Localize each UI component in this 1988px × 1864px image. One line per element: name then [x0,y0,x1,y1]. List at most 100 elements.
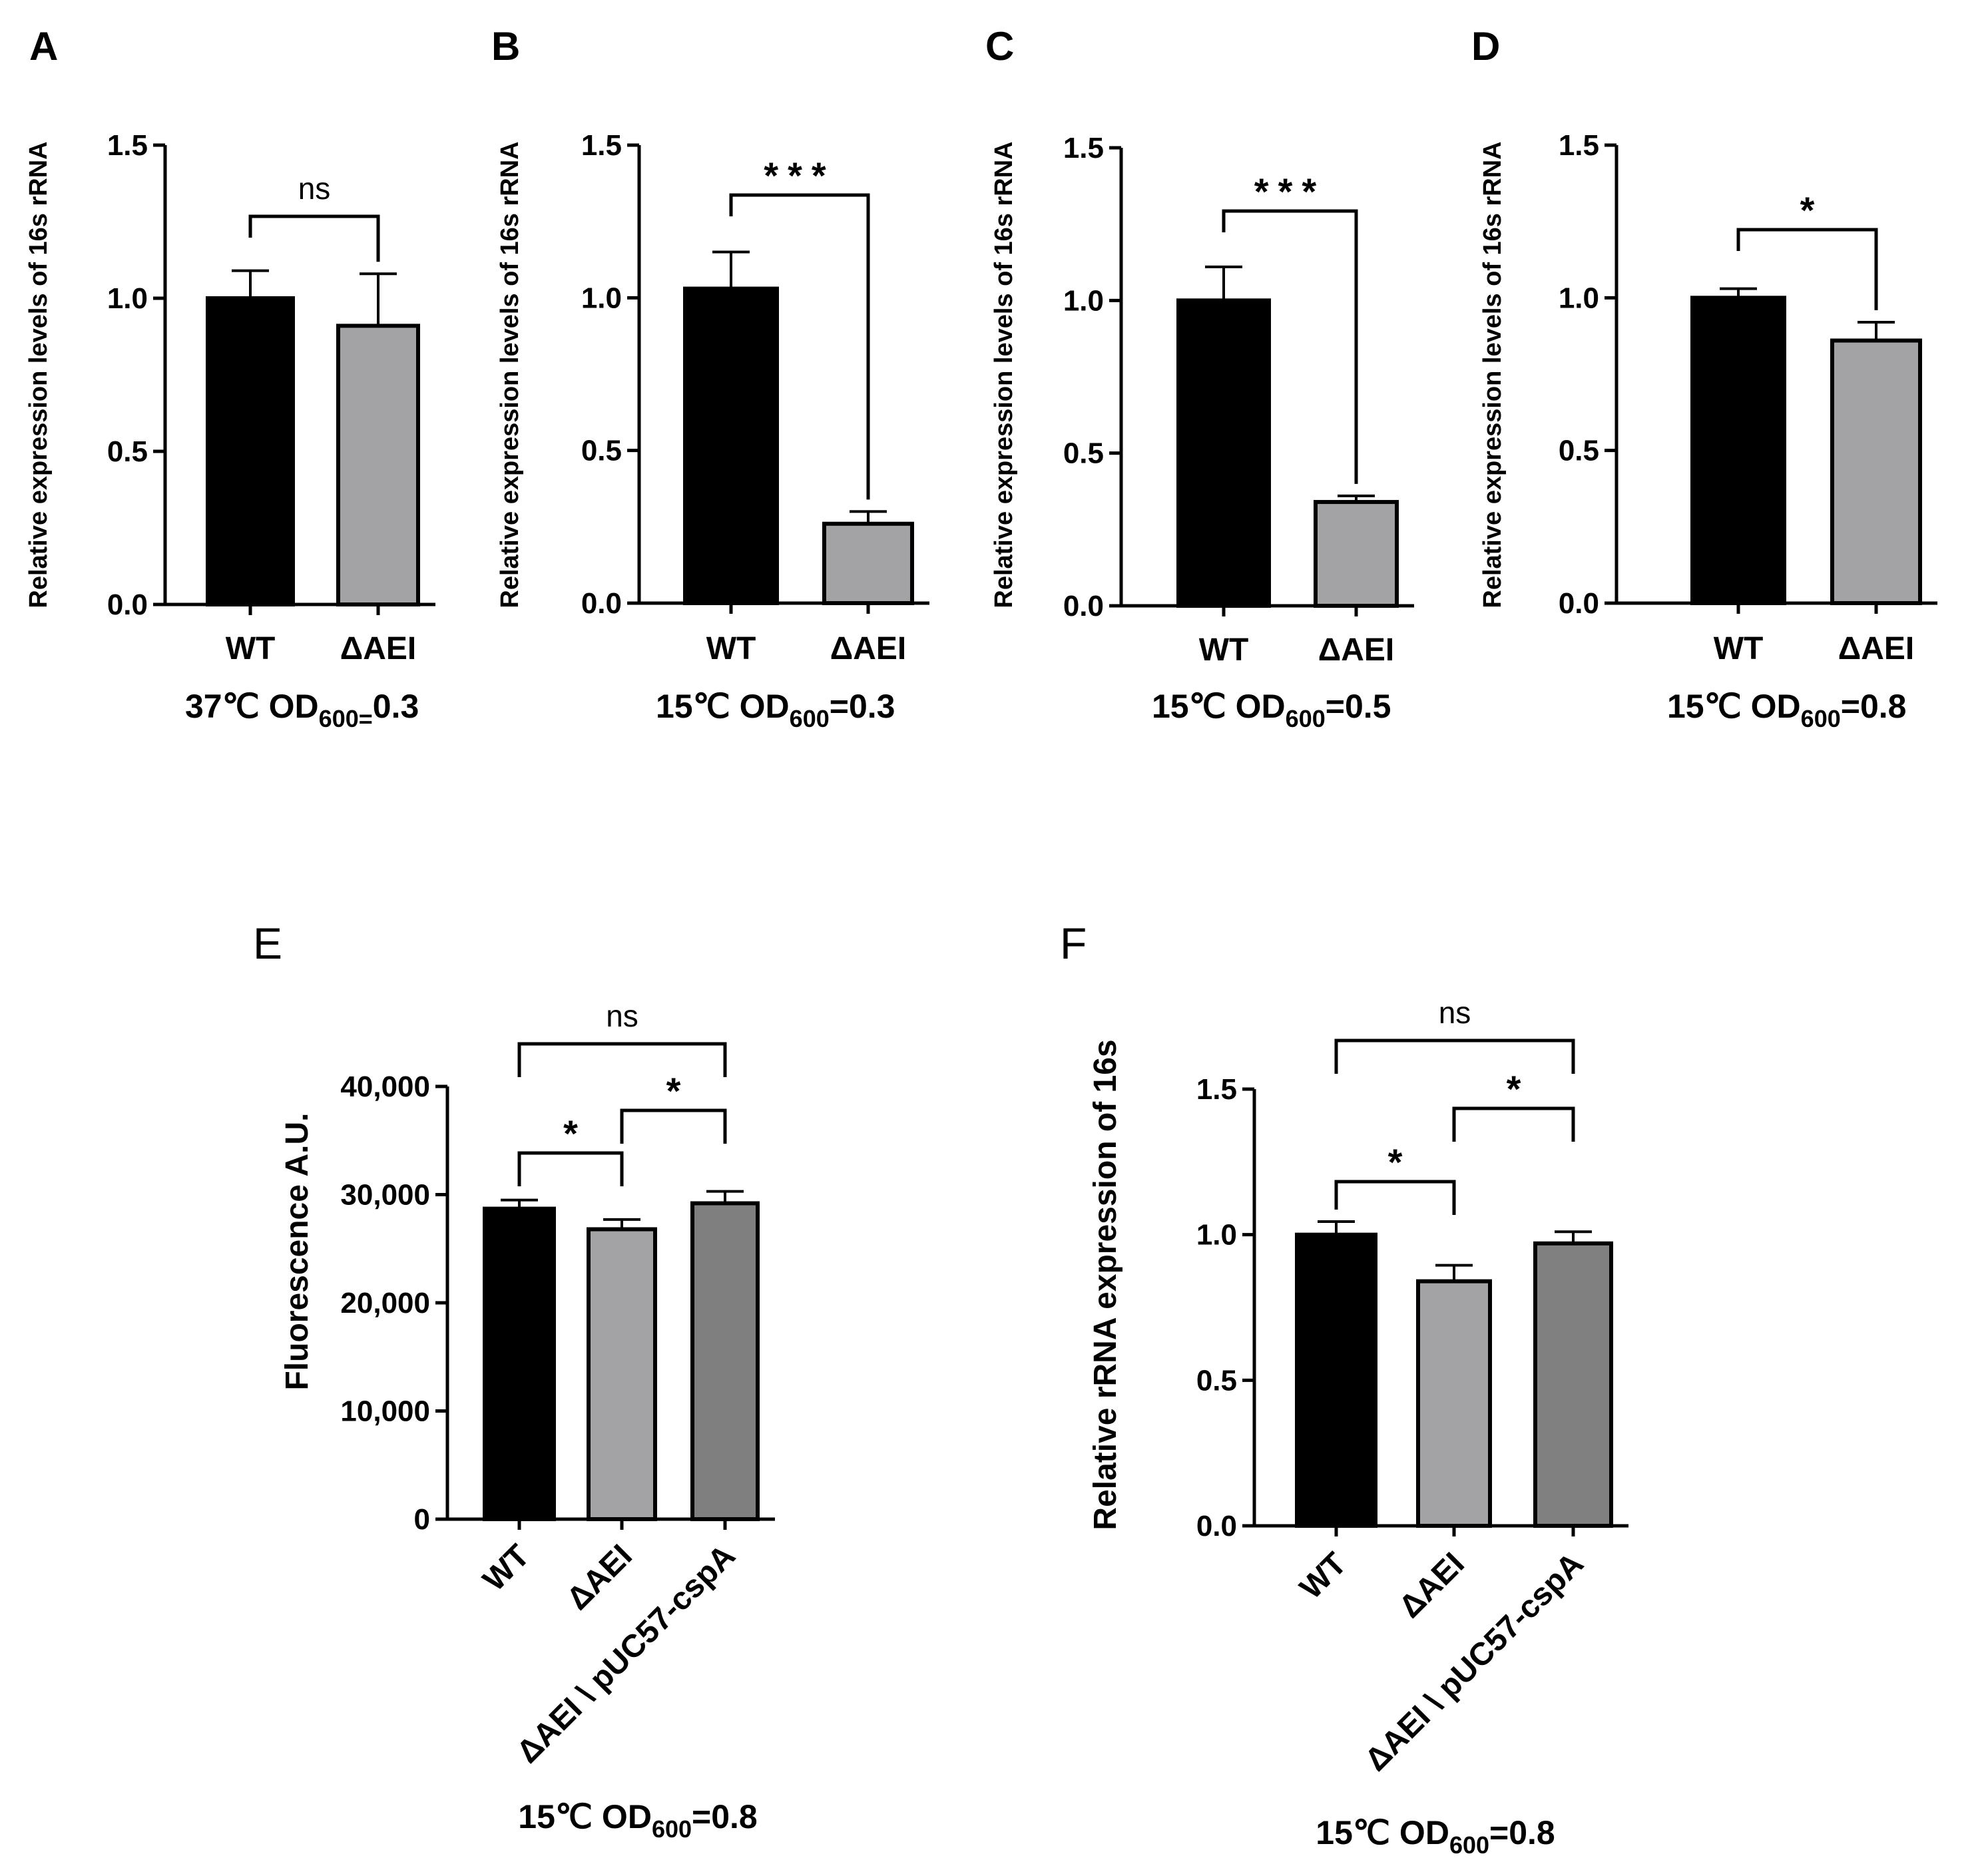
x-tick-label: WT [1714,631,1764,666]
y-axis-label: Fluorescence A.U. [280,1112,315,1390]
bar--aei-puc57-cspa [1533,1241,1613,1528]
y-tick-label: 0.5 [107,435,148,468]
significance-label: * [1388,1141,1403,1183]
x-tick-label: WT [1294,1546,1354,1606]
significance-label: ns [298,171,331,206]
significance-bracket [729,193,870,500]
condition-post: =0.3 [830,688,895,725]
significance-bracket [620,1108,727,1144]
bar--aei [1314,500,1399,608]
condition-label: 15℃ OD600=0.3 [656,688,895,732]
x-tick-label: ΔAEI [340,631,417,666]
condition-post: =0.8 [692,1798,758,1835]
significance-bracket [517,1042,727,1077]
y-tick-label: 1.5 [1559,129,1599,162]
significance-label: *** [764,154,835,196]
panel-e: E 0 10,000 20,000 30,000 40,000 Fluorescence A… [253,919,775,1843]
y-tick-label: 0.5 [1063,437,1104,470]
y-tick-label: 1.0 [107,282,148,315]
y-tick-label: 1.0 [1196,1219,1237,1252]
y-tick-label: 0.0 [581,587,622,620]
condition-sub: 600 [652,1815,692,1843]
panel-d: D 0.0 0.5 1.0 1.5 Relative expression levels … [1471,24,1937,732]
y-tick-label: 0 [414,1503,430,1536]
significance-bracket [248,214,380,262]
condition-sub: 600 [1286,705,1326,732]
condition-pre: 15℃ OD [1316,1814,1449,1851]
significance-label: * [563,1112,578,1154]
y-tick-label: 1.5 [1196,1073,1237,1106]
panel-letter: D [1471,24,1500,69]
y-tick-label: 1.5 [1063,132,1104,164]
panel-f: F 0.0 0.5 1.0 1.5 Relative rRNA expression of… [1060,919,1628,1859]
panel-letter: F [1060,919,1087,968]
x-tick-label: WT [706,631,756,666]
condition-label: 15℃ OD600=0.5 [1152,688,1391,732]
x-tick-label: ΔAEI [1318,632,1395,668]
panel-letter: B [491,24,520,69]
condition-sub: 600 [1449,1831,1489,1859]
bar--aei [822,521,914,605]
panel-letter: A [29,24,58,69]
y-axis-label: Relative expression levels of 16s rRNA [25,141,53,608]
significance-bracket [517,1151,624,1186]
y-tick-label: 1.0 [581,282,622,314]
bar-wt [483,1206,556,1521]
bar--aei [1416,1279,1492,1528]
condition-sub: 600 [1801,705,1841,732]
condition-sub: 600 [790,705,830,732]
y-axis-label: Relative expression levels of 16s rRNA [496,141,524,608]
y-tick-label: 0.0 [107,588,148,621]
bar-wt [1295,1232,1377,1528]
x-tick-label: WT [477,1538,537,1598]
y-axis-label: Relative expression levels of 16s rRNA [1479,141,1507,608]
significance-label: * [1800,189,1815,231]
significance-bracket [1334,1180,1456,1215]
condition-post: =0.8 [1841,688,1907,725]
condition-post: =0.8 [1489,1814,1555,1851]
panel-letter: C [985,24,1014,69]
bar--aei [336,324,420,606]
y-tick-label: 0.0 [1196,1510,1237,1542]
bar--aei-puc57-cspa [690,1201,760,1521]
panel-c: C 0.0 0.5 1.0 1.5 Relative expression levels … [985,24,1414,732]
condition-label: 15℃ OD600=0.8 [518,1798,757,1843]
condition-label: 37℃ OD600=0.3 [185,688,419,732]
y-tick-label: 1.5 [107,129,148,162]
y-tick-label: 0.5 [581,435,622,467]
significance-label: * [666,1070,681,1112]
y-axis-label: Relative rRNA expression of 16s [1088,1039,1123,1530]
bar-wt [683,286,779,605]
x-tick-label: WT [226,631,276,666]
x-tick-label: ΔAEI [830,631,907,666]
x-tick-label: ΔAEI [1838,631,1915,666]
significance-bracket [1736,228,1878,311]
condition-pre: 15℃ OD [656,688,790,725]
y-tick-label: 40,000 [340,1070,430,1103]
panel-a: A 0.0 0.5 1.0 1.5 Relative expression levels … [25,24,435,732]
y-tick-label: 20,000 [340,1287,430,1319]
x-tick-label: WT [1199,632,1249,668]
condition-post: 0.3 [373,688,419,725]
bar-wt [1176,298,1271,608]
condition-pre: 15℃ OD [518,1798,652,1835]
panel-letter: E [253,919,282,968]
bar--aei [1830,338,1922,605]
y-tick-label: 1.5 [581,129,622,162]
bar--aei [587,1227,657,1521]
condition-label: 15℃ OD600=0.8 [1667,688,1906,732]
x-tick-label: ΔAEI [560,1538,638,1616]
condition-post: =0.5 [1326,688,1391,725]
y-tick-label: 1.0 [1063,284,1104,317]
significance-label: ns [606,999,638,1033]
condition-pre: 15℃ OD [1152,688,1286,725]
significance-bracket [1222,209,1358,484]
y-tick-label: 0.5 [1196,1364,1237,1397]
bar-wt [206,296,295,606]
condition-pre: 37℃ OD [185,688,319,725]
significance-bracket [1452,1106,1575,1142]
panel-b: B 0.0 0.5 1.0 1.5 Relative expression levels … [491,24,929,732]
y-tick-label: 1.0 [1559,282,1599,314]
y-axis-label: Relative expression levels of 16s rRNA [990,141,1018,608]
significance-label: * [1507,1068,1521,1110]
